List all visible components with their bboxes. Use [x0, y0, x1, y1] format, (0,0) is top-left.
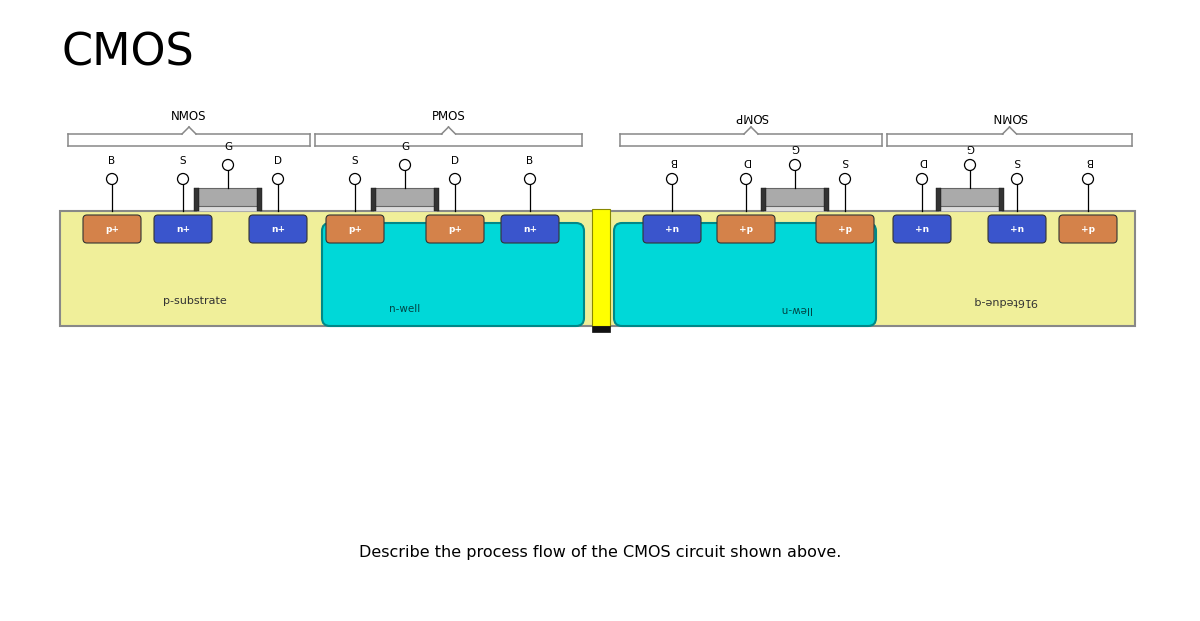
Text: p+: p+	[106, 225, 119, 233]
Text: S: S	[180, 155, 186, 166]
Bar	[374, 188, 436, 206]
FancyBboxPatch shape	[1060, 215, 1117, 243]
Circle shape	[349, 173, 360, 184]
Bar	[761, 188, 766, 211]
FancyBboxPatch shape	[718, 215, 775, 243]
Text: B: B	[108, 155, 115, 166]
Bar	[194, 188, 199, 211]
Text: G: G	[791, 142, 799, 152]
Bar	[371, 188, 376, 211]
Circle shape	[400, 160, 410, 171]
Text: n+: n+	[271, 225, 286, 233]
Bar	[764, 206, 826, 211]
FancyBboxPatch shape	[816, 215, 874, 243]
Bar	[998, 188, 1004, 211]
Circle shape	[178, 173, 188, 184]
Text: +n: +n	[914, 225, 929, 233]
Text: G: G	[966, 142, 974, 152]
Text: n-well: n-well	[389, 304, 421, 314]
Text: S: S	[1014, 155, 1020, 166]
Text: p-substrate: p-substrate	[163, 296, 227, 306]
Text: p+: p+	[448, 225, 462, 233]
Text: B: B	[668, 155, 676, 166]
Text: B: B	[1085, 155, 1092, 166]
Bar	[197, 206, 259, 211]
Text: Describe the process flow of the CMOS circuit shown above.: Describe the process flow of the CMOS ci…	[359, 545, 841, 561]
Text: +n: +n	[1010, 225, 1024, 233]
Text: +p: +p	[838, 225, 852, 233]
Circle shape	[840, 173, 851, 184]
Text: CMOS: CMOS	[62, 31, 194, 74]
Circle shape	[222, 160, 234, 171]
Text: p+: p+	[348, 225, 362, 233]
Circle shape	[740, 173, 751, 184]
Bar	[197, 188, 259, 206]
FancyBboxPatch shape	[250, 215, 307, 243]
FancyBboxPatch shape	[322, 223, 584, 326]
FancyBboxPatch shape	[83, 215, 142, 243]
FancyBboxPatch shape	[154, 215, 212, 243]
Text: SOMN: SOMN	[991, 110, 1027, 123]
Bar	[592, 209, 610, 326]
Bar	[434, 188, 439, 211]
Text: 916tedue-q: 916tedue-q	[973, 296, 1037, 306]
FancyBboxPatch shape	[643, 215, 701, 243]
Text: S: S	[841, 155, 848, 166]
Text: G: G	[401, 142, 409, 152]
FancyBboxPatch shape	[502, 215, 559, 243]
Circle shape	[965, 160, 976, 171]
Text: n+: n+	[523, 225, 538, 233]
Text: +n: +n	[665, 225, 679, 233]
Text: NMOS: NMOS	[172, 110, 206, 123]
Circle shape	[790, 160, 800, 171]
Text: n+: n+	[176, 225, 190, 233]
Bar	[940, 188, 1001, 206]
FancyBboxPatch shape	[614, 223, 876, 326]
Circle shape	[450, 173, 461, 184]
Circle shape	[1082, 173, 1093, 184]
Text: +p: +p	[739, 225, 754, 233]
Text: B: B	[527, 155, 534, 166]
Bar	[592, 326, 610, 332]
Circle shape	[917, 173, 928, 184]
Circle shape	[524, 173, 535, 184]
Text: D: D	[451, 155, 458, 166]
Circle shape	[666, 173, 678, 184]
FancyBboxPatch shape	[893, 215, 952, 243]
Text: S: S	[352, 155, 359, 166]
Text: SOMP: SOMP	[734, 110, 768, 123]
Bar	[824, 188, 829, 211]
Bar	[936, 188, 941, 211]
FancyBboxPatch shape	[988, 215, 1046, 243]
Circle shape	[1012, 173, 1022, 184]
FancyBboxPatch shape	[326, 215, 384, 243]
Circle shape	[272, 173, 283, 184]
Bar	[374, 206, 436, 211]
Text: llew-n: llew-n	[779, 304, 811, 314]
Text: PMOS: PMOS	[432, 110, 466, 123]
Text: D: D	[274, 155, 282, 166]
Text: D: D	[742, 155, 750, 166]
Text: D: D	[918, 155, 926, 166]
FancyBboxPatch shape	[426, 215, 484, 243]
Bar	[764, 188, 826, 206]
Text: +p: +p	[1081, 225, 1096, 233]
Bar	[257, 188, 262, 211]
Circle shape	[107, 173, 118, 184]
Bar	[60, 211, 1135, 326]
Bar	[940, 206, 1001, 211]
Text: G: G	[224, 142, 232, 152]
